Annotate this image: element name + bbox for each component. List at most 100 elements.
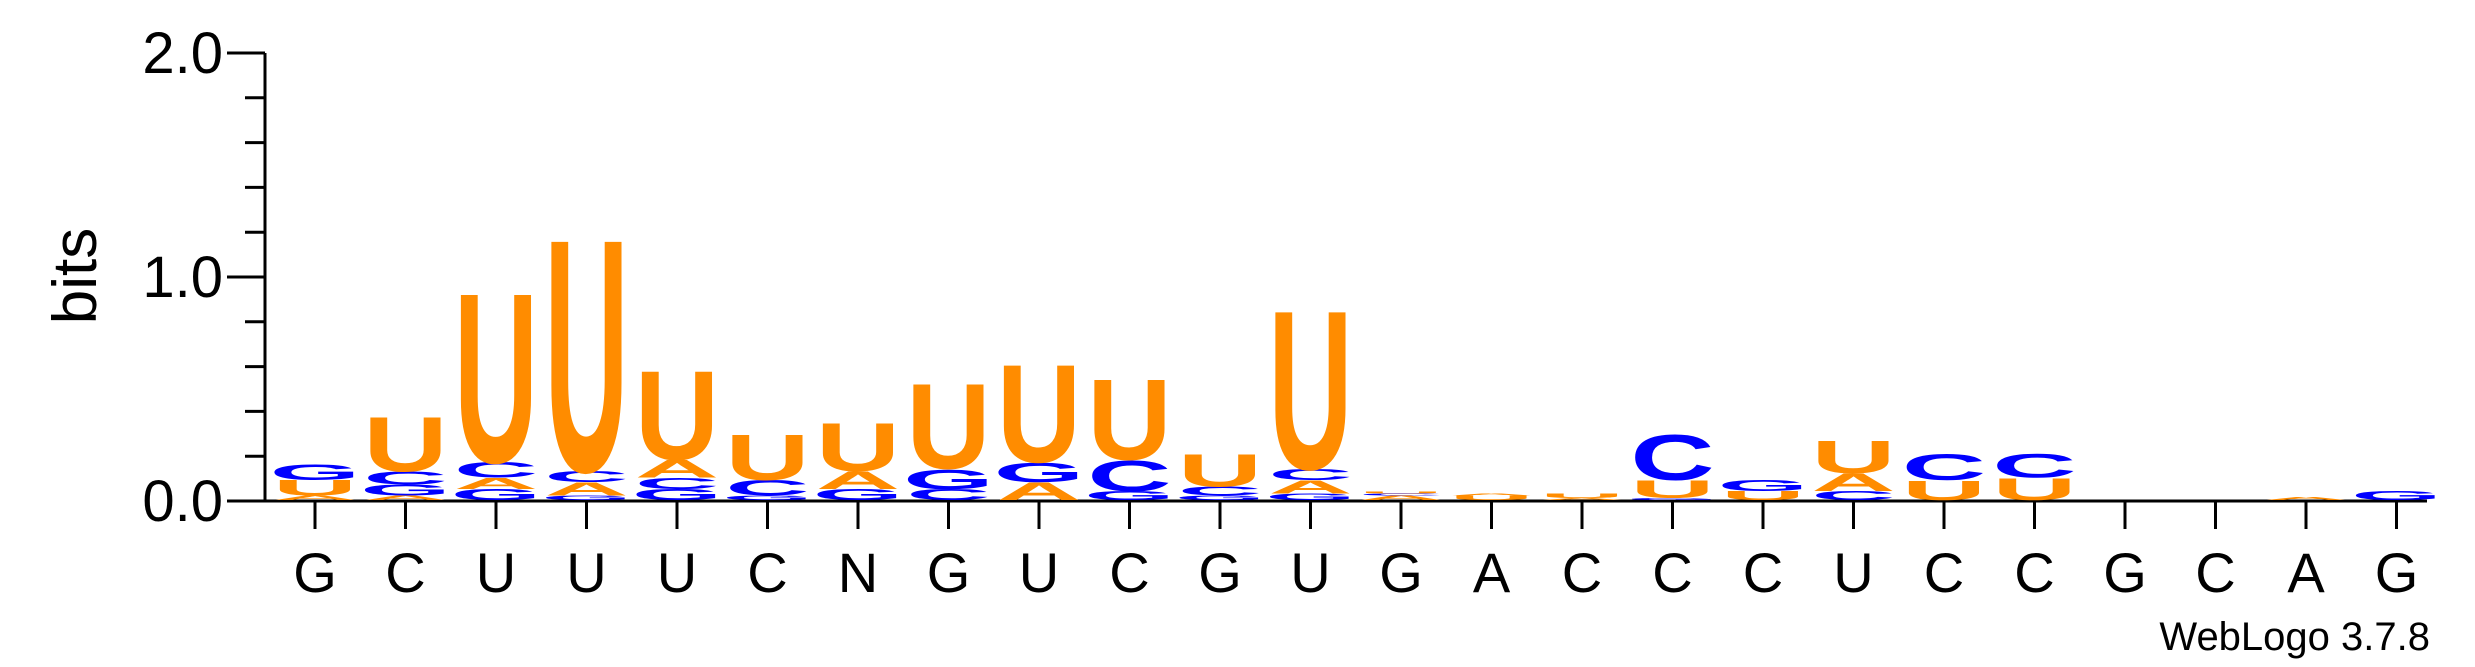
logo-letter-U: U <box>635 344 719 487</box>
position-label: U <box>1019 541 1059 604</box>
logo-letter-C: C <box>906 486 990 503</box>
logo-letter-A: A <box>273 494 357 501</box>
logo-letter-C: C <box>1902 447 1986 488</box>
logo-letter-G: G <box>632 486 723 503</box>
svg-text:C: C <box>1992 447 2076 485</box>
position-label: C <box>1924 541 1964 604</box>
svg-text:G: G <box>1265 492 1356 502</box>
logo-letter-A: A <box>1811 469 1895 497</box>
logo-letter-U: U <box>816 409 900 486</box>
logo-letter-U: U <box>1268 265 1352 518</box>
logo-letter-C: C <box>1268 466 1352 483</box>
position-label: C <box>1562 541 1602 604</box>
svg-text:C: C <box>1359 493 1443 496</box>
position-label: U <box>476 541 516 604</box>
logo-letter-A: A <box>363 494 447 501</box>
svg-text:A: A <box>1811 469 1895 497</box>
svg-text:A: A <box>1268 476 1352 497</box>
position-label: U <box>657 541 697 604</box>
position-label: C <box>2195 541 2235 604</box>
svg-text:G: G <box>2351 489 2442 503</box>
logo-letter-G: G <box>541 494 632 501</box>
logo-letter-A: A <box>816 466 900 494</box>
svg-text:A: A <box>2264 496 2348 501</box>
svg-text:A: A <box>635 455 719 483</box>
logo-letter-G: G <box>994 457 1085 488</box>
logo-letter-U: U <box>454 244 538 514</box>
position-label: G <box>1379 541 1423 604</box>
logo-letter-A: A <box>1449 493 1533 496</box>
position-label: C <box>385 541 425 604</box>
svg-text:C: C <box>544 468 628 485</box>
svg-text:A: A <box>273 494 357 501</box>
svg-text:U: U <box>1359 490 1443 493</box>
logo-letter-A: A <box>454 475 538 492</box>
svg-text:U: U <box>1811 431 1895 483</box>
position-label: C <box>1652 541 1692 604</box>
logo-letter-A: A <box>2264 496 2348 501</box>
svg-text:C: C <box>1811 489 1895 503</box>
position-label: G <box>1198 541 1242 604</box>
logo-letter-U: U <box>1540 492 1624 499</box>
position-label: G <box>2375 541 2419 604</box>
position-label: C <box>2014 541 2054 604</box>
position-label: A <box>1473 541 1511 604</box>
svg-text:G: G <box>270 460 361 484</box>
logo-letter-G: G <box>1084 489 1175 503</box>
svg-text:U: U <box>1178 445 1262 497</box>
logo-letter-U: U <box>1902 475 1986 506</box>
svg-text:A: A <box>1449 493 1533 496</box>
svg-text:U: U <box>1630 475 1714 503</box>
position-label: U <box>566 541 606 604</box>
svg-text:C: C <box>454 458 538 482</box>
logo-letter-U: U <box>906 360 990 496</box>
position-label: A <box>2287 541 2325 604</box>
svg-text:U: U <box>906 360 990 496</box>
position-label: G <box>293 541 337 604</box>
logo-letter-C: C <box>725 476 809 500</box>
svg-text:U: U <box>1902 475 1986 506</box>
svg-text:C: C <box>635 475 719 492</box>
logo-letter-C: C <box>1630 421 1714 494</box>
logo-letter-A: A <box>997 478 1081 506</box>
y-tick-label: 0.0 <box>142 469 223 534</box>
svg-text:G: G <box>360 482 451 499</box>
svg-text:U: U <box>1268 265 1352 518</box>
svg-text:C: C <box>906 486 990 503</box>
logo-letter-G: G <box>270 460 361 484</box>
logo-letter-C: C <box>1087 451 1171 500</box>
logo-letter-U: U <box>1449 494 1533 501</box>
logo-letter-C: C <box>544 468 628 485</box>
position-label: G <box>2103 541 2147 604</box>
logo-letter-U: U <box>1359 490 1443 493</box>
svg-text:A: A <box>1540 497 1624 500</box>
svg-text:U: U <box>1449 494 1533 501</box>
y-tick-label: 1.0 <box>142 245 223 310</box>
svg-text:U: U <box>1087 355 1171 484</box>
svg-text:U: U <box>997 336 1081 492</box>
svg-text:G: G <box>451 486 542 503</box>
logo-letter-C: C <box>1992 447 2076 485</box>
logo-letter-G: G <box>360 482 451 499</box>
svg-text:U: U <box>363 401 447 488</box>
logo-letter-U: U <box>1811 431 1895 483</box>
y-axis-title: bits <box>41 228 110 324</box>
y-tick-label: 2.0 <box>142 21 223 86</box>
position-label: C <box>1743 541 1783 604</box>
svg-text:U: U <box>635 344 719 487</box>
logo-letter-U: U <box>997 336 1081 492</box>
svg-text:C: C <box>725 476 809 500</box>
logo-letter-G: G <box>2351 489 2442 503</box>
axes: 0.0 1.0 2.0 <box>142 21 2427 534</box>
svg-text:U: U <box>544 169 628 541</box>
svg-text:C: C <box>1087 451 1171 500</box>
weblogo-credit: WebLogo 3.7.8 <box>2159 615 2430 659</box>
svg-text:A: A <box>816 466 900 494</box>
logo-letter-C: C <box>1359 493 1443 496</box>
position-label: N <box>838 541 878 604</box>
svg-text:G: G <box>1175 494 1266 501</box>
logo-letter-G: G <box>813 486 904 503</box>
svg-text:C: C <box>363 467 447 488</box>
